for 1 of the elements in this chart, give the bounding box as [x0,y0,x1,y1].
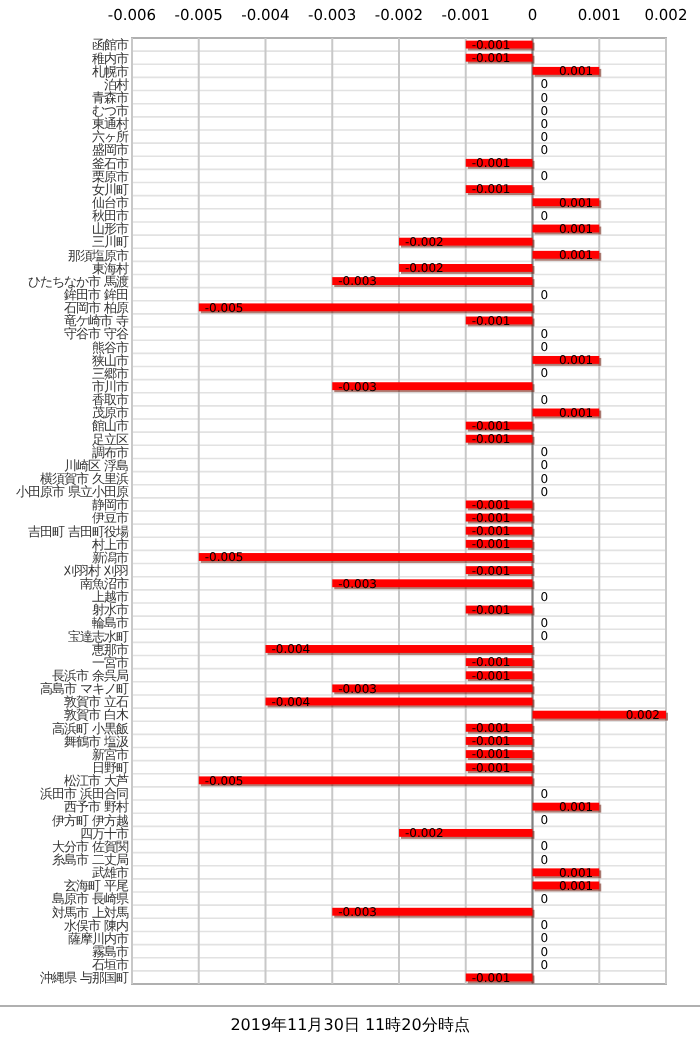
text: 2019年11月30日 11時20分時点 [230,1016,470,1034]
